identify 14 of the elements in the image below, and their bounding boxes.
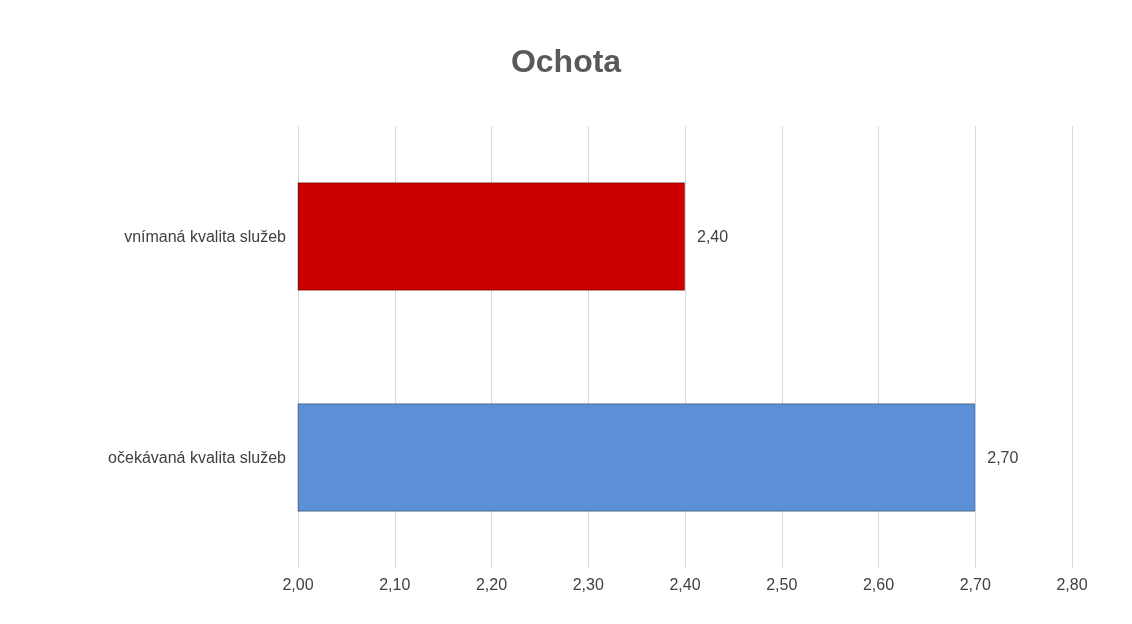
x-tick-label: 2,50 bbox=[766, 575, 798, 593]
data-label: 2,70 bbox=[987, 449, 1019, 466]
x-tick-label: 2,20 bbox=[475, 575, 508, 593]
x-tick-label: 2,00 bbox=[282, 575, 314, 593]
chart-title: Ochota bbox=[510, 43, 622, 79]
y-tick-label: očekávaná kvalita služeb bbox=[108, 449, 287, 466]
x-tick-label: 2,40 bbox=[669, 575, 701, 593]
x-tick-label: 2,10 bbox=[379, 575, 411, 593]
x-tick-label: 2,30 bbox=[572, 575, 604, 593]
x-tick-label: 2,80 bbox=[1056, 575, 1088, 593]
data-label: 2,40 bbox=[697, 228, 729, 245]
x-tick-label: 2,60 bbox=[862, 575, 895, 593]
x-tick-label: 2,70 bbox=[959, 575, 991, 593]
y-tick-label: vnímaná kvalita služeb bbox=[124, 228, 287, 245]
